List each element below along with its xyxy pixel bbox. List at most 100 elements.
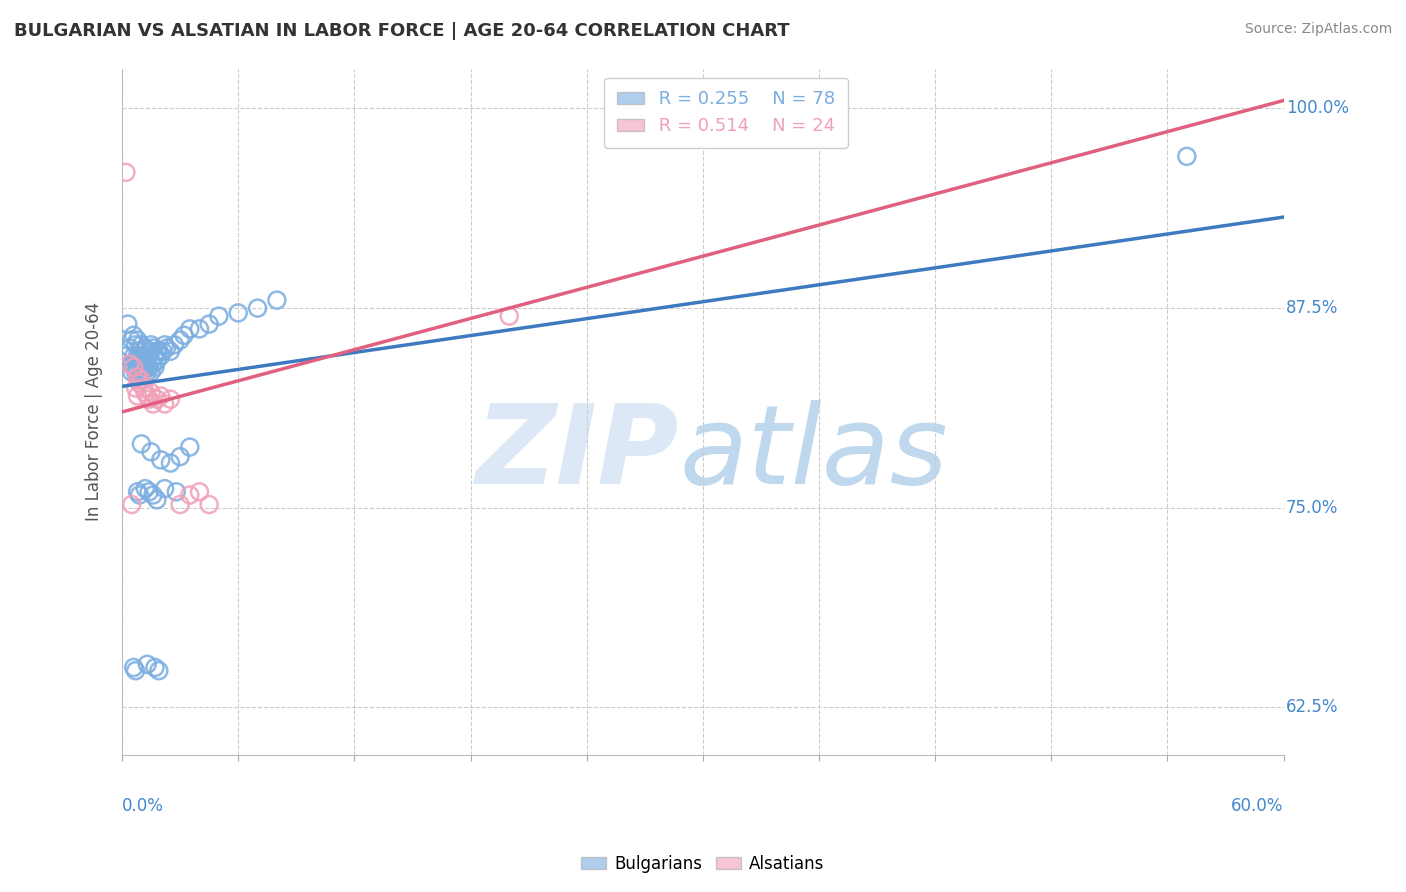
Point <box>134 385 156 400</box>
Point <box>143 660 166 674</box>
Point <box>155 341 177 355</box>
Point <box>139 445 162 459</box>
Point <box>208 309 231 323</box>
Text: ZIP: ZIP <box>477 400 679 507</box>
Point <box>179 488 201 502</box>
Point <box>139 354 162 368</box>
Point <box>131 360 153 375</box>
Point <box>136 389 159 403</box>
Point <box>136 357 159 371</box>
Point <box>136 349 159 363</box>
Point <box>143 349 166 363</box>
Point <box>117 317 139 331</box>
Point <box>148 664 170 678</box>
Point <box>153 482 176 496</box>
Point <box>121 357 143 371</box>
Point <box>127 349 149 363</box>
Point <box>159 392 181 406</box>
Point <box>134 360 156 375</box>
Point <box>188 322 211 336</box>
Point <box>266 293 288 307</box>
Point <box>159 344 181 359</box>
Point <box>131 437 153 451</box>
Point <box>134 341 156 355</box>
Point <box>246 301 269 315</box>
Point <box>136 657 159 672</box>
Point <box>148 344 170 359</box>
Point <box>136 365 159 379</box>
Point <box>142 488 165 502</box>
Point <box>139 385 162 400</box>
Point <box>127 360 149 375</box>
Point <box>498 309 520 323</box>
Point <box>127 333 149 347</box>
Point <box>115 349 138 363</box>
Legend:  R = 0.255    N = 78,  R = 0.514    N = 24: R = 0.255 N = 78, R = 0.514 N = 24 <box>605 78 848 148</box>
Legend: Bulgarians, Alsatians: Bulgarians, Alsatians <box>575 848 831 880</box>
Point <box>1175 149 1198 163</box>
Point <box>146 344 169 359</box>
Text: 62.5%: 62.5% <box>1286 698 1339 716</box>
Point <box>153 338 176 352</box>
Point <box>138 360 160 375</box>
Text: atlas: atlas <box>679 400 948 507</box>
Point <box>127 369 149 384</box>
Point <box>179 322 201 336</box>
Point <box>146 392 169 406</box>
Point <box>142 397 165 411</box>
Text: 75.0%: 75.0% <box>1286 499 1339 516</box>
Point <box>159 456 181 470</box>
Point <box>149 389 172 403</box>
Point <box>121 333 143 347</box>
Y-axis label: In Labor Force | Age 20-64: In Labor Force | Age 20-64 <box>86 302 103 522</box>
Point <box>131 373 153 387</box>
Point <box>165 484 187 499</box>
Point <box>127 484 149 499</box>
Point <box>128 357 150 371</box>
Point <box>226 306 249 320</box>
Point <box>134 482 156 496</box>
Point <box>169 498 191 512</box>
Point <box>152 344 174 359</box>
Point <box>142 357 165 371</box>
Point <box>132 344 155 359</box>
Point <box>146 492 169 507</box>
Point <box>118 357 141 371</box>
Point <box>131 365 153 379</box>
Point <box>131 338 153 352</box>
Point <box>169 450 191 464</box>
Point <box>138 344 160 359</box>
Point <box>138 392 160 406</box>
Text: 0.0%: 0.0% <box>122 797 165 814</box>
Point <box>198 498 221 512</box>
Point <box>179 440 201 454</box>
Text: 100.0%: 100.0% <box>1286 99 1348 118</box>
Point <box>132 381 155 395</box>
Point <box>122 328 145 343</box>
Point <box>121 365 143 379</box>
Point <box>132 357 155 371</box>
Point <box>139 338 162 352</box>
Point <box>128 369 150 384</box>
Point <box>139 365 162 379</box>
Point <box>128 488 150 502</box>
Point <box>122 660 145 674</box>
Point <box>146 354 169 368</box>
Text: 60.0%: 60.0% <box>1232 797 1284 814</box>
Point <box>142 341 165 355</box>
Point <box>138 484 160 499</box>
Point <box>143 360 166 375</box>
Point <box>169 333 191 347</box>
Point <box>124 338 146 352</box>
Point <box>128 376 150 391</box>
Point <box>128 344 150 359</box>
Point <box>122 360 145 375</box>
Point <box>134 354 156 368</box>
Text: BULGARIAN VS ALSATIAN IN LABOR FORCE | AGE 20-64 CORRELATION CHART: BULGARIAN VS ALSATIAN IN LABOR FORCE | A… <box>14 22 790 40</box>
Point <box>188 484 211 499</box>
Point <box>124 365 146 379</box>
Point <box>131 349 153 363</box>
Point <box>173 328 195 343</box>
Point <box>149 453 172 467</box>
Point <box>124 381 146 395</box>
